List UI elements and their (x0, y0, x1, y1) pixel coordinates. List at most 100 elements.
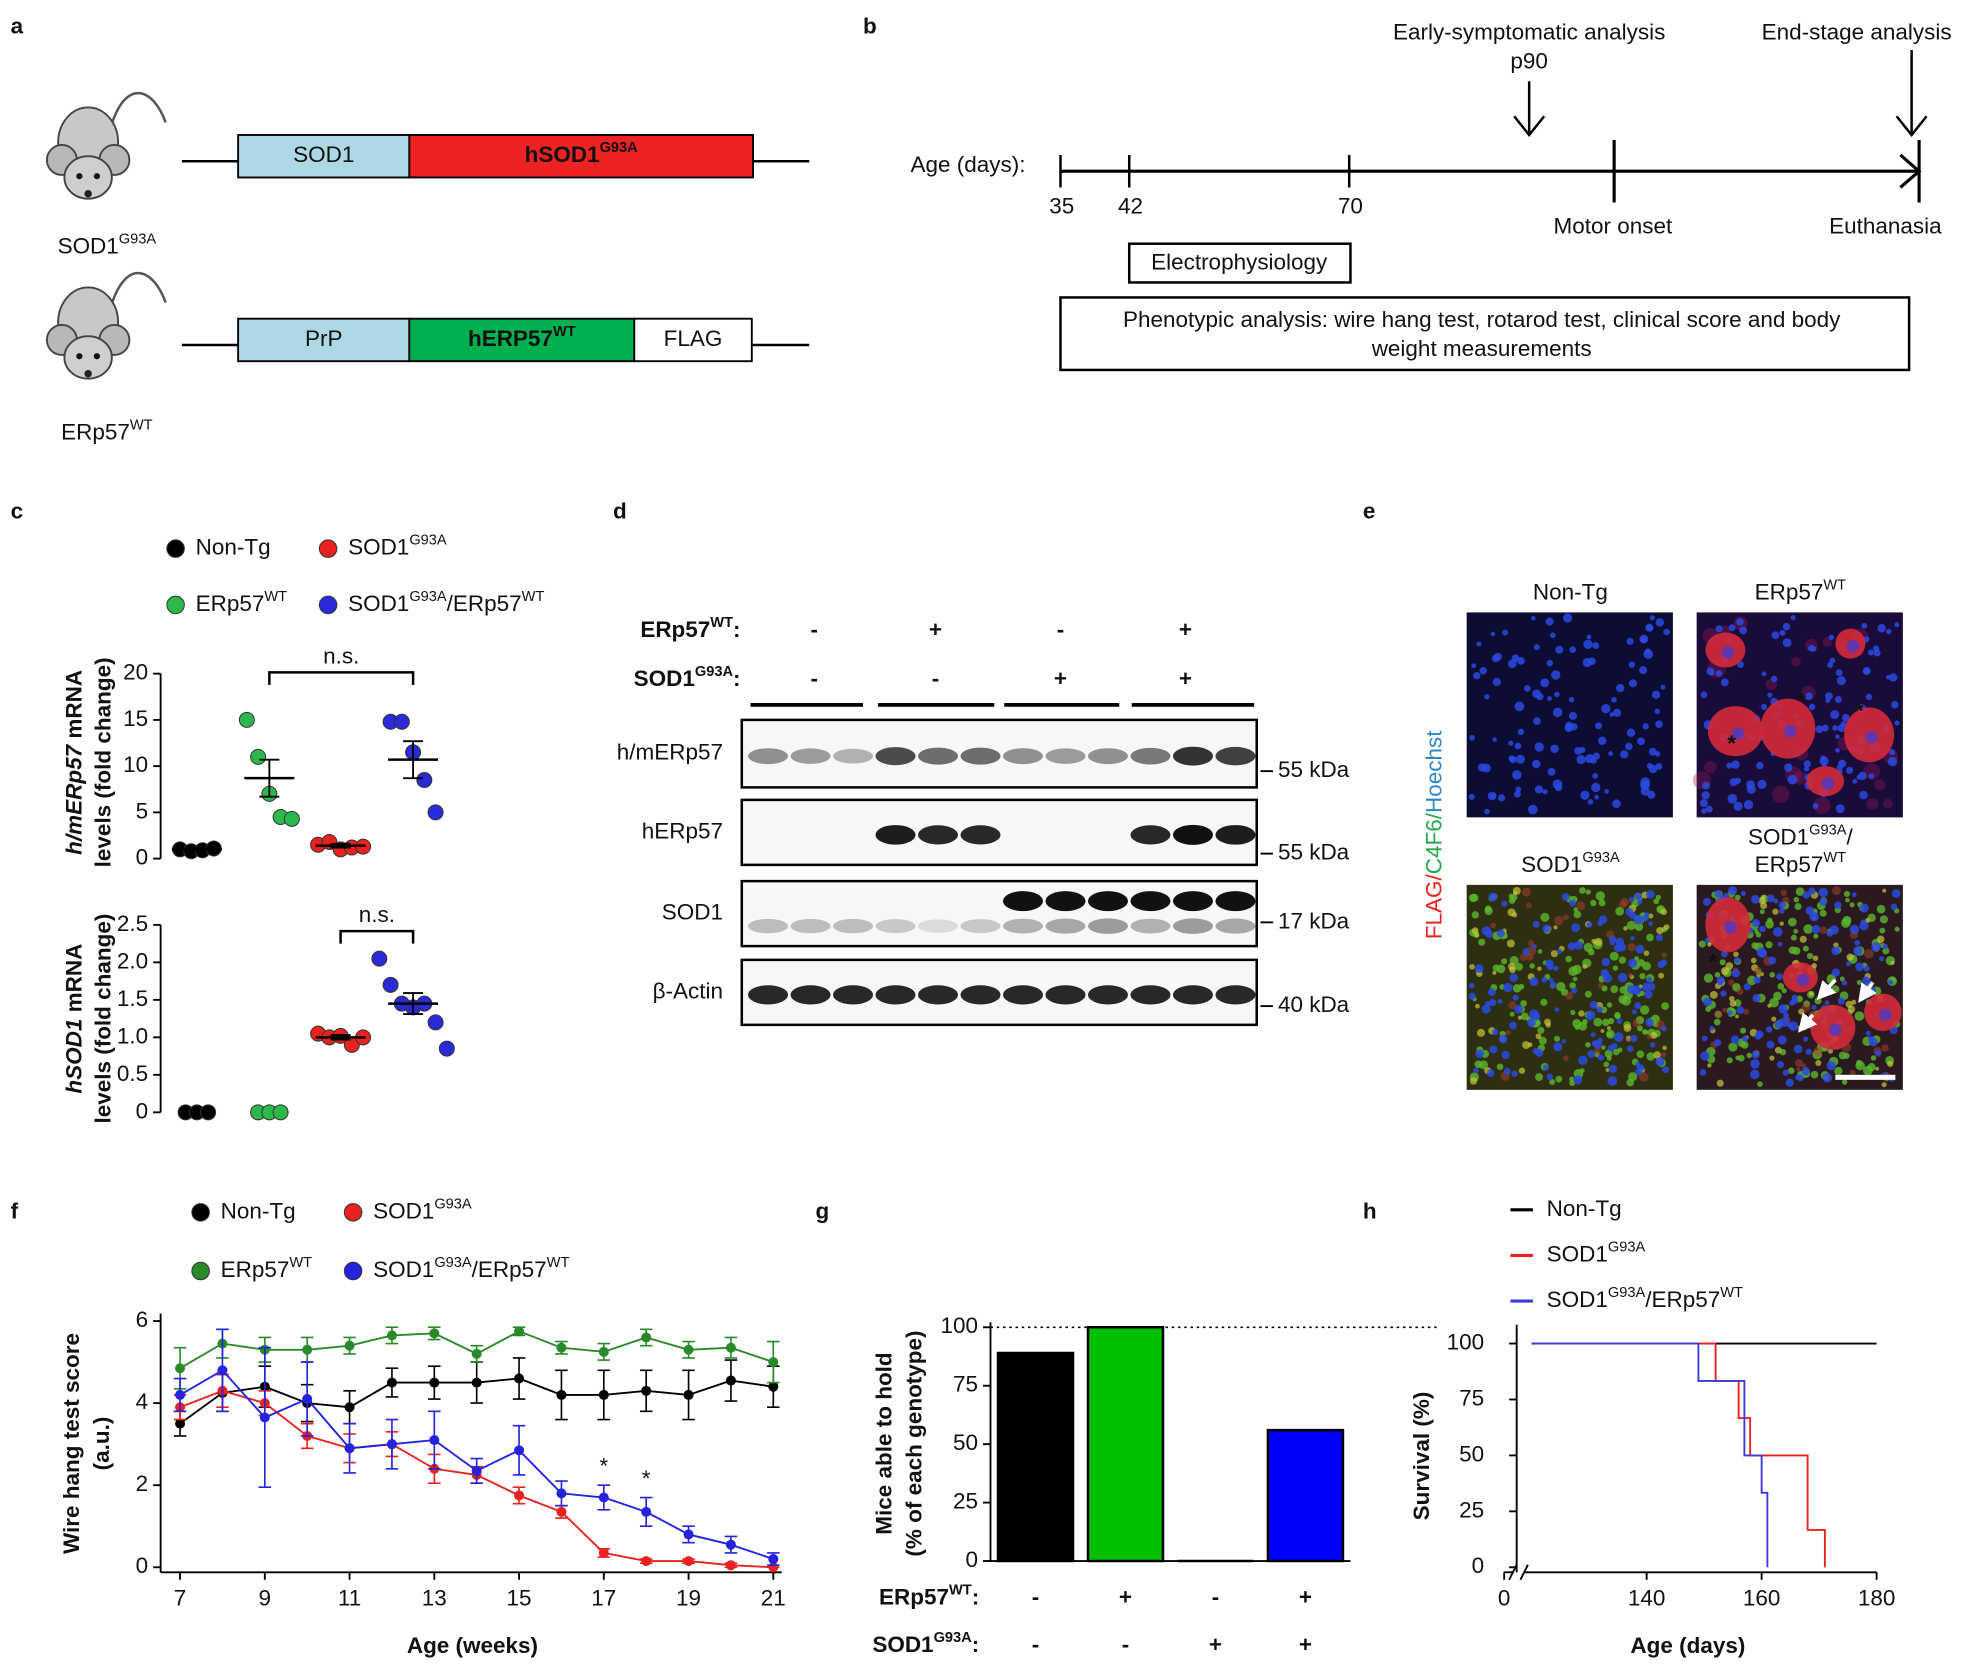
y-axis-label: hSOD1 mRNA (62, 944, 87, 1094)
micrograph-speck (1719, 959, 1726, 966)
micrograph-speck (1585, 1042, 1591, 1048)
micrograph-speck (1788, 1021, 1798, 1031)
micrograph-speck (1658, 972, 1665, 979)
micrograph-speck (1794, 1058, 1803, 1068)
marker-label: 40 kDa (1278, 992, 1350, 1017)
micrograph-speck (1571, 923, 1580, 933)
condition-sign: - (1057, 617, 1065, 642)
sem-bar (403, 740, 424, 780)
micrograph-asterisk: * (1797, 688, 1806, 713)
mouse-eye (76, 353, 83, 360)
micrograph-speck (1805, 692, 1813, 701)
micrograph-speck (1626, 728, 1636, 737)
timeline-box-text: Phenotypic analysis: wire hang test, rot… (1123, 307, 1841, 332)
y-tick-label: 1.5 (117, 986, 148, 1011)
micrograph-speck (1487, 988, 1496, 997)
micrograph-speck (1887, 1060, 1894, 1068)
micrograph-speck (1660, 684, 1666, 690)
y-axis-label: Survival (%) (1409, 1392, 1434, 1521)
data-point (556, 1506, 567, 1517)
blot-band (875, 825, 916, 845)
micrograph-speck (1515, 962, 1523, 971)
micrograph-speck (1478, 938, 1486, 946)
data-point (725, 1375, 736, 1386)
micrograph-speck (1596, 1006, 1603, 1013)
micrograph-speck (1471, 911, 1480, 919)
micrograph-speck (1832, 725, 1838, 731)
micrograph-speck (1535, 1033, 1542, 1040)
micrograph-speck (1506, 939, 1515, 948)
micrograph-speck (1661, 1002, 1669, 1010)
micrograph-speck (1646, 1033, 1652, 1040)
condition-sign: - (932, 666, 940, 691)
micrograph-speck (1752, 994, 1761, 1003)
legend-label: SOD1G93A (1547, 1239, 1646, 1266)
micrograph-speck (1586, 634, 1592, 640)
micrograph-speck (1550, 744, 1559, 754)
micrograph-nucleus (1731, 727, 1745, 740)
micrograph-speck (1864, 948, 1874, 959)
micrograph-speck (1601, 1045, 1606, 1050)
text-part: WT (264, 589, 287, 605)
blot-panel (740, 798, 1258, 867)
micrograph-speck (1859, 921, 1869, 931)
micrograph-speck (1591, 938, 1597, 944)
micrograph-speck (1574, 940, 1584, 950)
micrograph-nucleus (1829, 1023, 1842, 1037)
micrograph-speck (1555, 1075, 1563, 1083)
micrograph-speck (1640, 777, 1651, 788)
micrograph-speck (1616, 683, 1625, 693)
micrograph-speck (1600, 1029, 1605, 1033)
micrograph-speck (1746, 1052, 1753, 1059)
blot-band (1002, 891, 1043, 912)
micrograph-nucleus (1846, 639, 1860, 653)
micrograph-speck (1773, 927, 1783, 937)
segment-label: PrP (305, 326, 342, 351)
data-point (768, 1381, 779, 1392)
micrograph-speck (1582, 964, 1588, 969)
micrograph-speck (1791, 997, 1799, 1004)
micrograph-speck (1616, 1018, 1623, 1024)
micrograph-speck (1645, 1018, 1654, 1027)
micrograph-speck (1512, 994, 1519, 1001)
data-point (175, 1389, 186, 1400)
micrograph-speck (1859, 903, 1869, 913)
y-tick-label: 1.0 (117, 1023, 148, 1048)
micrograph-speck (1779, 921, 1784, 926)
micrograph-speck (1487, 791, 1497, 801)
x-tick-label: 17 (591, 1586, 616, 1611)
micrograph-speck (1849, 1069, 1856, 1076)
micrograph-speck (1609, 712, 1615, 717)
micrograph-speck (1613, 1032, 1624, 1042)
micrograph-speck (1861, 976, 1871, 986)
micrograph-speck (1653, 898, 1660, 905)
micrograph-speck (1553, 925, 1558, 930)
micrograph-speck (1490, 631, 1496, 637)
micrograph-speck (1538, 1036, 1547, 1045)
micrograph-speck (1635, 1061, 1641, 1067)
micrograph-speck (1662, 1045, 1667, 1051)
micrograph-speck (1554, 916, 1564, 926)
micrograph-speck (1703, 973, 1714, 983)
micrograph-speck (1728, 886, 1738, 896)
micrograph-speck (1479, 667, 1487, 675)
data-point (641, 1506, 652, 1517)
micrograph-speck (1587, 1050, 1596, 1058)
micrograph-speck (1780, 889, 1788, 896)
micrograph-speck (1729, 1000, 1737, 1007)
micrograph-speck (1890, 903, 1898, 911)
text-part: : (733, 666, 741, 691)
micrograph-speck (1469, 963, 1475, 970)
blot-band (1045, 891, 1086, 912)
micrograph-speck (1766, 1040, 1775, 1049)
micrograph-speck (1882, 888, 1887, 893)
blot-band (1172, 746, 1213, 766)
data-point (683, 1529, 694, 1540)
timeline-box-text: Electrophysiology (1151, 250, 1328, 275)
text-part: SOD1 (1547, 1287, 1608, 1312)
text-part: ERp57 (196, 591, 265, 616)
micrograph-speck (1600, 969, 1609, 978)
micrograph-speck (1801, 1067, 1811, 1076)
sem-bar (186, 847, 207, 852)
micrograph-speck (1862, 667, 1871, 676)
